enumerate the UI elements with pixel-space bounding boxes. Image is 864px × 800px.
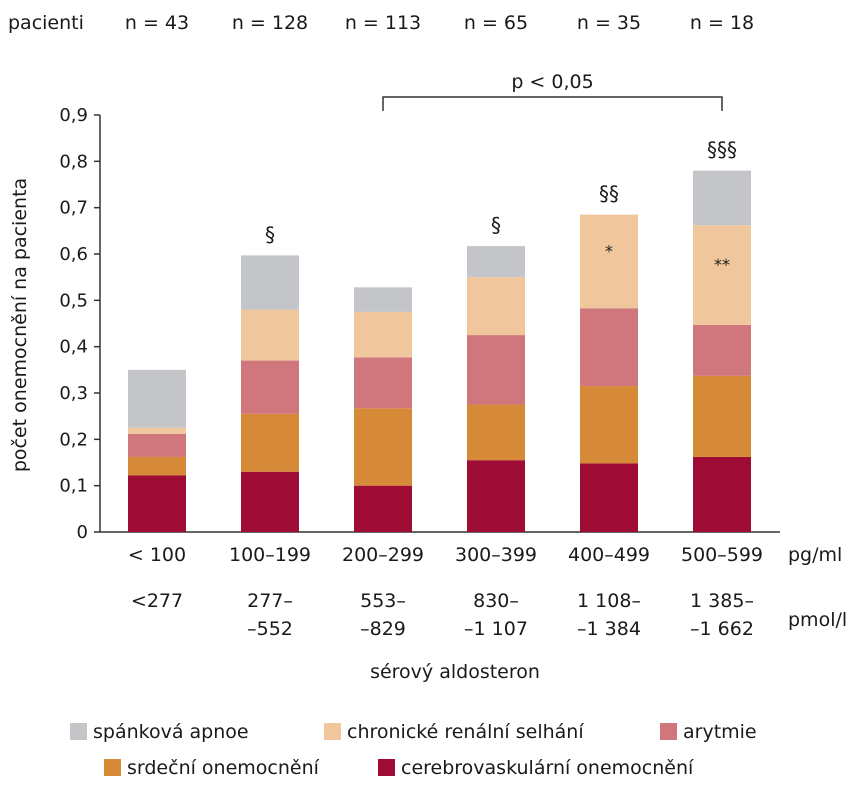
- y-tick-label: 0: [77, 522, 88, 543]
- legend-swatch: [70, 723, 87, 740]
- bar-segment: [128, 427, 186, 434]
- legend-label: spánková apnoe: [93, 721, 249, 743]
- y-axis-title: počet onemocnění na pacienta: [9, 178, 31, 472]
- bar-segment: [241, 471, 299, 532]
- legend-swatch: [660, 723, 677, 740]
- bar-segment: [467, 277, 525, 336]
- legend: spánková apnoe chronické renální selhání a…: [70, 721, 757, 779]
- y-tick-label: 0,1: [59, 476, 88, 497]
- bar-segment: [467, 404, 525, 461]
- patients-count: n = 113: [345, 12, 421, 34]
- bar-segment: [467, 335, 525, 405]
- x-tick-pmol-line2: –1 662: [690, 618, 754, 640]
- y-tick-label: 0,8: [59, 151, 88, 172]
- x-axis-title: sérový aldosteron: [370, 661, 540, 683]
- bracket-label: p < 0,05: [511, 71, 593, 93]
- x-tick-pmol-line1: 1 108–: [577, 590, 641, 612]
- x-tick-pmol-line2: –1 384: [577, 618, 641, 640]
- x-tick-label: 500–599: [681, 544, 763, 566]
- bar-segment: [354, 311, 412, 358]
- x-tick-label: < 100: [128, 544, 186, 566]
- bar-segment: [580, 308, 638, 387]
- bar-segment: [693, 170, 751, 226]
- x-axis-labels: < 100 <277 100–199 277– –552 200–299 553– –829 3…: [128, 544, 763, 640]
- bar-segment: [128, 369, 186, 428]
- patients-count: n = 128: [232, 12, 308, 34]
- bracket-line: [382, 96, 723, 111]
- y-tick-label: 0,4: [59, 337, 88, 358]
- x-tick-pmol-line1: 553–: [360, 590, 406, 612]
- legend-swatch: [324, 723, 341, 740]
- bar-segment: [354, 287, 412, 312]
- bar-segment: [128, 475, 186, 532]
- legend-label: arytmie: [683, 721, 757, 743]
- patients-row: n = 43 n = 128 n = 113 n = 65 n = 35 n = 18: [125, 12, 754, 34]
- bar-segment: [580, 214, 638, 309]
- x-tick-pmol-line1: <277: [131, 590, 183, 612]
- legend-label: chronické renální selhání: [347, 721, 584, 743]
- bar-segment: [354, 357, 412, 409]
- bar-segment: [467, 460, 525, 532]
- patients-label: pacienti: [8, 12, 84, 34]
- legend-swatch: [378, 759, 395, 776]
- bar-annotation: §: [265, 222, 275, 246]
- x-tick-pmol-line2: –552: [247, 618, 293, 640]
- y-axis-ticks: 0 0,1 0,2 0,3 0,4 0,5 0,6 0,7 0,8 0,9: [59, 105, 100, 543]
- bar-annotation: §§: [599, 182, 619, 206]
- y-tick-label: 0,6: [59, 244, 88, 265]
- unit-pmol-label: pmol/l: [788, 609, 847, 631]
- patients-count: n = 43: [125, 12, 189, 34]
- bar-segment: [128, 433, 186, 457]
- bar-segment: [128, 456, 186, 476]
- bar-annotations: § §§§§§§***: [265, 138, 737, 274]
- bar-segment: [580, 386, 638, 464]
- unit-pg-label: pg/ml: [788, 544, 842, 566]
- x-tick-label: 200–299: [342, 544, 424, 566]
- bar-inner-annotation: **: [714, 255, 730, 274]
- patients-count: n = 18: [690, 12, 754, 34]
- x-tick-pmol-line1: 830–: [473, 590, 519, 612]
- bar-segment: [693, 456, 751, 532]
- legend-swatch: [104, 759, 121, 776]
- bar-segment: [241, 360, 299, 414]
- bar-annotation: §: [491, 213, 501, 237]
- x-tick-pmol-line1: 277–: [247, 590, 293, 612]
- bar-segment: [354, 408, 412, 486]
- x-tick-pmol-line2: –1 107: [464, 618, 528, 640]
- x-tick-label: 300–399: [455, 544, 537, 566]
- bar-segment: [693, 324, 751, 376]
- bars: [128, 170, 751, 532]
- patients-count: n = 35: [577, 12, 641, 34]
- bar-inner-annotation: *: [605, 241, 613, 260]
- y-tick-label: 0,5: [59, 290, 88, 311]
- legend-label: cerebrovaskulární onemocnění: [401, 757, 694, 779]
- y-tick-label: 0,9: [59, 105, 88, 126]
- x-tick-label: 100–199: [229, 544, 311, 566]
- bar-segment: [693, 375, 751, 457]
- y-tick-label: 0,3: [59, 383, 88, 404]
- x-tick-label: 400–499: [568, 544, 650, 566]
- y-tick-label: 0,7: [59, 198, 88, 219]
- bar-segment: [467, 246, 525, 278]
- y-tick-label: 0,2: [59, 429, 88, 450]
- bar-segment: [580, 463, 638, 532]
- patients-count: n = 65: [464, 12, 528, 34]
- x-tick-pmol-line2: –829: [360, 618, 406, 640]
- x-tick-pmol-line1: 1 385–: [690, 590, 754, 612]
- bar-segment: [354, 485, 412, 532]
- bar-segment: [241, 413, 299, 472]
- bar-segment: [241, 309, 299, 361]
- legend-label: srdeční onemocnění: [127, 757, 320, 779]
- bar-annotation: §§§: [707, 138, 737, 162]
- bar-segment: [693, 225, 751, 325]
- bar-segment: [241, 255, 299, 310]
- significance-bracket: p < 0,05: [382, 71, 723, 111]
